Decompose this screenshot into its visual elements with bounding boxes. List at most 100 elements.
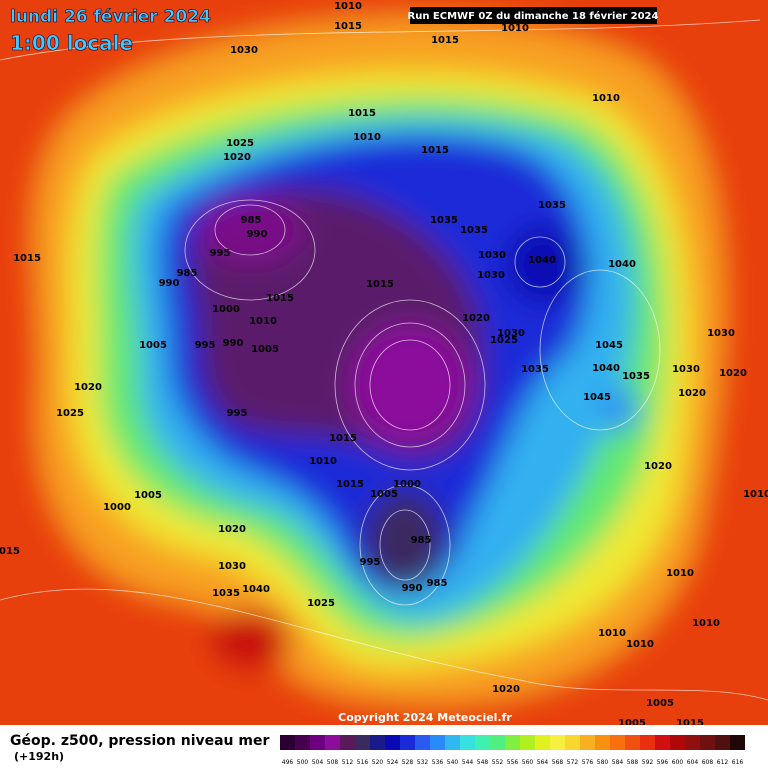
colorbar-label: 548: [477, 759, 489, 766]
isobar-label: 1005: [646, 698, 674, 709]
colorbar-label: 500: [297, 759, 309, 766]
isobar-label: 1010: [501, 23, 529, 34]
isobar-label: 1015: [431, 35, 459, 46]
colorbar-cell: [445, 735, 460, 750]
isobar-label: 1030: [230, 45, 258, 56]
isobar-label: 1025: [56, 408, 84, 419]
subtitle: 1:00 locale: [10, 31, 133, 55]
colorbar-label: 536: [432, 759, 444, 766]
isobar-label: 1010: [666, 568, 694, 579]
colorbar-label: 616: [732, 759, 744, 766]
colorbar-label: 608: [702, 759, 714, 766]
colorbar-cell: [505, 735, 520, 750]
isobar-label: 990: [223, 338, 244, 349]
colorbar-label: 504: [312, 759, 324, 766]
isobar-label: 1000: [103, 502, 131, 513]
colorbar: 496 500 504 508 512 516 520 524 528 532 536 540 544 5…: [280, 735, 745, 766]
colorbar-cell: [340, 735, 355, 750]
isobar-lines: [0, 19, 768, 701]
isobar-label: 995: [195, 340, 216, 351]
isobar-label: 1015: [13, 253, 41, 264]
isobar-label: 1010: [353, 132, 381, 143]
colorbar-cell: [655, 735, 670, 750]
colorbar-label: 516: [357, 759, 369, 766]
colorbar-label: 532: [417, 759, 429, 766]
isobar-label: 1000: [393, 479, 421, 490]
isobar-label: 1010: [334, 1, 362, 12]
colorbar-cell: [610, 735, 625, 750]
isobar-label: 1010: [598, 628, 626, 639]
colorbar-label: 564: [537, 759, 549, 766]
isobar-label: 1020: [223, 152, 251, 163]
colorbar-cell: [400, 735, 415, 750]
colorbar-label: 540: [447, 759, 459, 766]
colorbar-cell: [460, 735, 475, 750]
colorbar-label: 528: [402, 759, 414, 766]
colorbar-cell: [280, 735, 295, 750]
isobar-label: 1015: [0, 546, 20, 557]
isobar-label: 1010: [743, 489, 768, 500]
isobar-label: 1010: [592, 93, 620, 104]
colorbar-label: 508: [327, 759, 339, 766]
colorbar-cell: [295, 735, 310, 750]
isobar-label: 1020: [74, 382, 102, 393]
isobar-label: 1030: [478, 250, 506, 261]
colorbar-label: 580: [597, 759, 609, 766]
colorbar-cell: [715, 735, 730, 750]
isobar-label: 1020: [218, 524, 246, 535]
isobar-label: 1015: [348, 108, 376, 119]
isobar-label: 985: [411, 535, 432, 546]
isobar-label: 1000: [212, 304, 240, 315]
isobar-label: 1045: [583, 392, 611, 403]
colorbar-cell: [355, 735, 370, 750]
colorbar-cell: [730, 735, 745, 750]
colorbar-cell: [490, 735, 505, 750]
colorbar-cell: [685, 735, 700, 750]
colorbar-cell: [670, 735, 685, 750]
colorbar-label: 544: [462, 759, 474, 766]
legend-title: Géop. z500, pression niveau mer: [10, 733, 269, 749]
isobar-label: 990: [402, 583, 423, 594]
isobar-label: 1025: [490, 335, 518, 346]
isobar-labels: 1010 1015 1015 1010 1030 1010 1015 1010 1015 1025…: [0, 1, 768, 729]
legend-lead: (+192h): [14, 750, 64, 763]
colorbar-cell: [475, 735, 490, 750]
isobar-label: 1020: [678, 388, 706, 399]
isobar-label: 1020: [492, 684, 520, 695]
colorbar-label: 496: [282, 759, 294, 766]
colorbar-cell: [310, 735, 325, 750]
isobar-label: 1035: [460, 225, 488, 236]
isobar-label: 1010: [249, 316, 277, 327]
isobar-label: 1030: [477, 270, 505, 281]
colorbar-cell: [385, 735, 400, 750]
isobar-label: 1005: [618, 718, 646, 729]
colorbar-cell: [580, 735, 595, 750]
colorbar-label: 572: [567, 759, 579, 766]
colorbar-cell: [415, 735, 430, 750]
isobar-label: 985: [241, 215, 262, 226]
colorbar-label: 568: [552, 759, 564, 766]
isobar-label: 1010: [692, 618, 720, 629]
isobar-label: 1015: [336, 479, 364, 490]
colorbar-cell: [595, 735, 610, 750]
colorbar-label: 612: [717, 759, 729, 766]
isobar-label: 1035: [622, 371, 650, 382]
isobar-label: 995: [360, 557, 381, 568]
colorbar-label: 576: [582, 759, 594, 766]
colorbar-label: 552: [492, 759, 504, 766]
colorbar-cell: [565, 735, 580, 750]
colorbar-label: 600: [672, 759, 684, 766]
colorbar-label: 596: [657, 759, 669, 766]
isobar-label: 1040: [608, 259, 636, 270]
colorbar-cell: [520, 735, 535, 750]
isobar-label: 1015: [266, 293, 294, 304]
colorbar-cell: [430, 735, 445, 750]
isobar-label: 1010: [309, 456, 337, 467]
run-box: [410, 7, 657, 24]
run-info: Run ECMWF 0Z du dimanche 18 février 2024: [408, 10, 659, 22]
isobar-label: 1040: [528, 255, 556, 266]
isobar-label: 1030: [497, 328, 525, 339]
isobar-label: 1035: [538, 200, 566, 211]
isobar-label: 990: [159, 278, 180, 289]
